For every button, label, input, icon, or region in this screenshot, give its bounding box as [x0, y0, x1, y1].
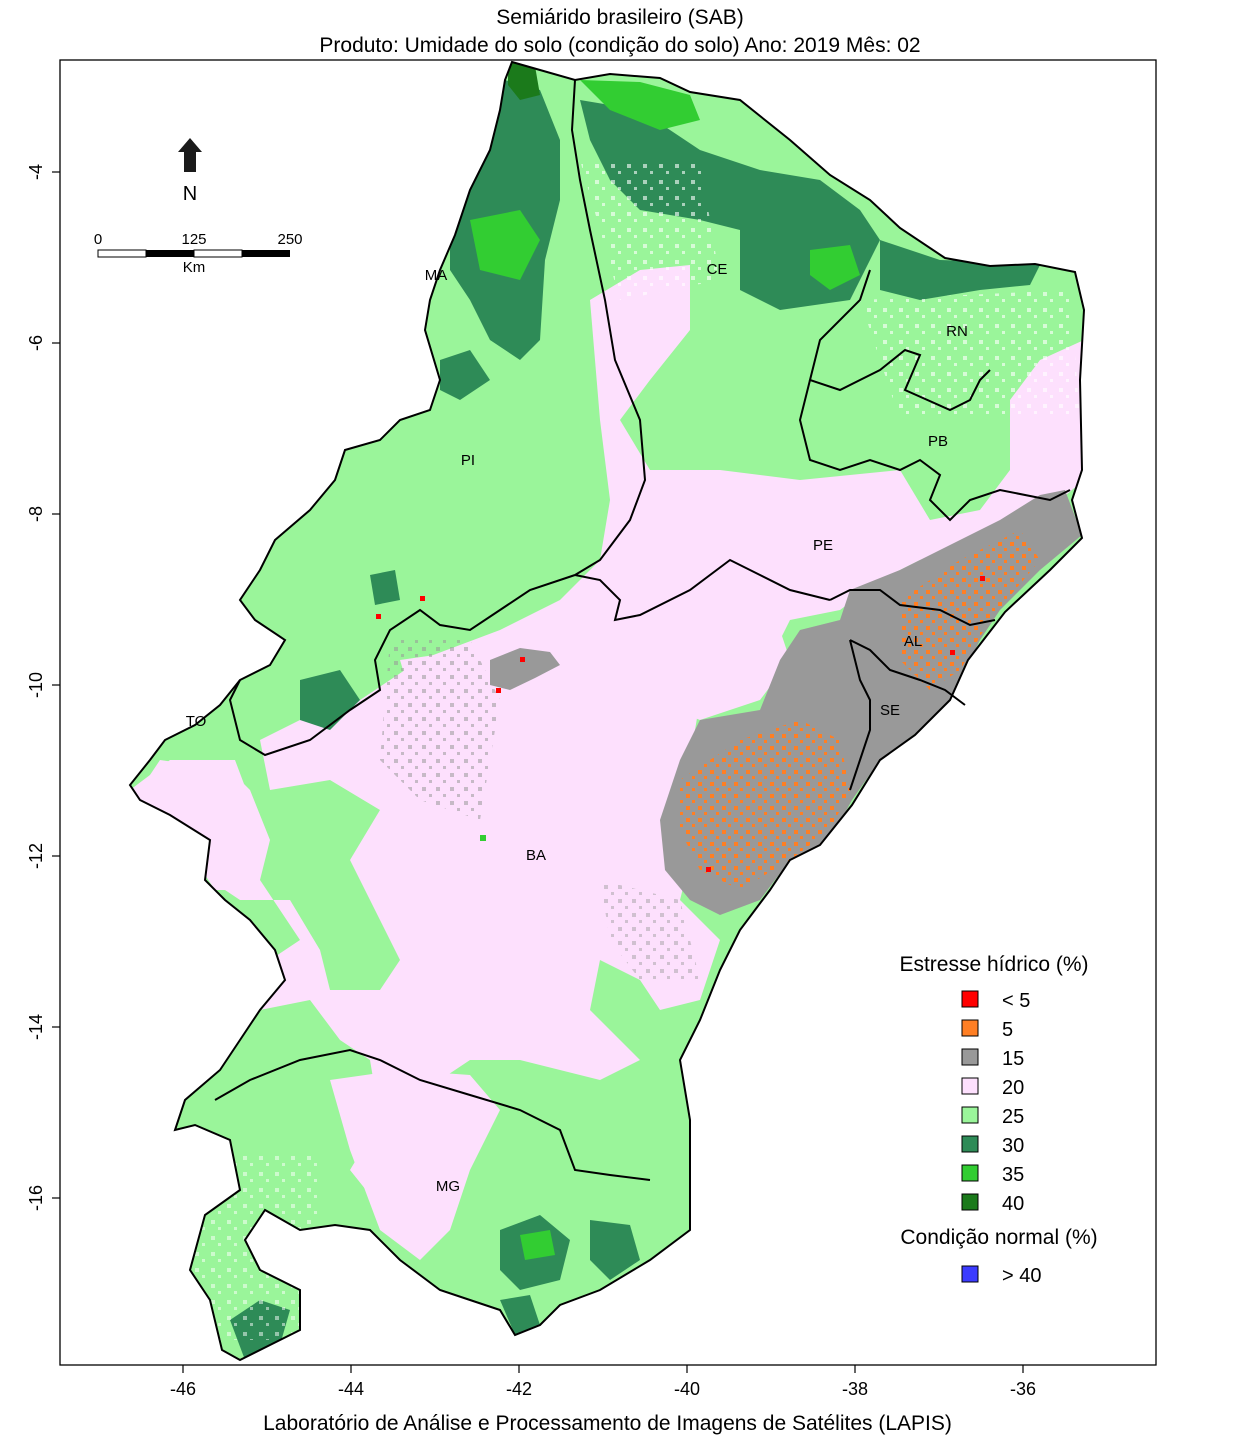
state-label-al: AL	[904, 633, 922, 650]
legend-item: 40	[961, 1193, 1024, 1215]
state-label-rn: RN	[946, 323, 968, 340]
legend-label: < 5	[1002, 990, 1030, 1012]
y-tick-label: -10	[26, 672, 46, 698]
north-arrow-icon	[178, 138, 202, 172]
state-borders	[129, 61, 1085, 1361]
y-tick-label: -4	[26, 164, 46, 180]
legend-label: 5	[1002, 1019, 1013, 1041]
legend-swatch	[961, 990, 979, 1008]
y-tick-label: -16	[26, 1185, 46, 1211]
legend-swatch	[961, 1164, 979, 1182]
legend: Estresse hídrico (%) < 5 5 15 20 25 30 3…	[899, 953, 1097, 1287]
state-label-ma: MA	[425, 267, 448, 284]
legend-item: 25	[961, 1106, 1024, 1128]
legend-label: 35	[1002, 1164, 1024, 1186]
footer-credit: Laboratório de Análise e Processamento d…	[263, 1412, 952, 1435]
scale-tick-label: 250	[277, 231, 302, 248]
legend-item: 15	[961, 1048, 1024, 1070]
state-label-pe: PE	[813, 537, 833, 554]
legend-label: 30	[1002, 1135, 1024, 1157]
x-tick-label: -42	[506, 1379, 532, 1399]
map-subtitle: Produto: Umidade do solo (condição do so…	[319, 34, 921, 57]
state-label-ce: CE	[707, 261, 728, 278]
x-tick-label: -46	[170, 1379, 196, 1399]
state-label-pi: PI	[461, 452, 475, 469]
axis-ticks	[52, 171, 1024, 1373]
state-label-to: TO	[186, 713, 207, 730]
legend-item: 35	[961, 1164, 1024, 1186]
state-label-pb: PB	[928, 433, 948, 450]
legend-label: > 40	[1002, 1265, 1041, 1287]
x-tick-label: -40	[674, 1379, 700, 1399]
legend-label: 25	[1002, 1106, 1024, 1128]
y-tick-label: -14	[26, 1014, 46, 1040]
x-tick-label: -36	[1010, 1379, 1036, 1399]
soil-moisture-raster	[130, 62, 1084, 1360]
legend-swatch	[961, 1193, 979, 1211]
scale-tick-label: 0	[94, 231, 102, 248]
legend-swatch	[961, 1106, 979, 1124]
legend-item: 5	[961, 1019, 1013, 1041]
y-tick-label: -8	[26, 506, 46, 522]
legend-swatch	[961, 1048, 979, 1066]
legend-swatch	[961, 1265, 979, 1283]
y-tick-label: -6	[26, 335, 46, 351]
legend-label: 20	[1002, 1077, 1024, 1099]
map-title: Semiárido brasileiro (SAB)	[496, 6, 744, 29]
legend-title-stress: Estresse hídrico (%)	[899, 953, 1088, 976]
x-tick-label: -44	[338, 1379, 364, 1399]
legend-item: 20	[961, 1077, 1024, 1099]
legend-label: 15	[1002, 1048, 1024, 1070]
legend-item: > 40	[961, 1265, 1041, 1287]
legend-swatch	[961, 1019, 979, 1037]
legend-title-normal: Condição normal (%)	[900, 1226, 1097, 1249]
legend-item: < 5	[961, 990, 1030, 1012]
north-label: N	[183, 183, 197, 205]
x-tick-label: -38	[842, 1379, 868, 1399]
legend-label: 40	[1002, 1193, 1024, 1215]
legend-swatch	[961, 1077, 979, 1095]
state-label-mg: MG	[436, 1178, 460, 1195]
y-tick-label: -12	[26, 843, 46, 869]
scale-bar: 0 125 250 Km	[94, 231, 303, 276]
north-arrow: N	[178, 138, 202, 205]
scale-tick-label: 125	[181, 231, 206, 248]
state-label-ba: BA	[526, 847, 546, 864]
legend-swatch	[961, 1135, 979, 1153]
scale-unit: Km	[183, 259, 206, 276]
state-label-se: SE	[880, 702, 900, 719]
legend-item: 30	[961, 1135, 1024, 1157]
